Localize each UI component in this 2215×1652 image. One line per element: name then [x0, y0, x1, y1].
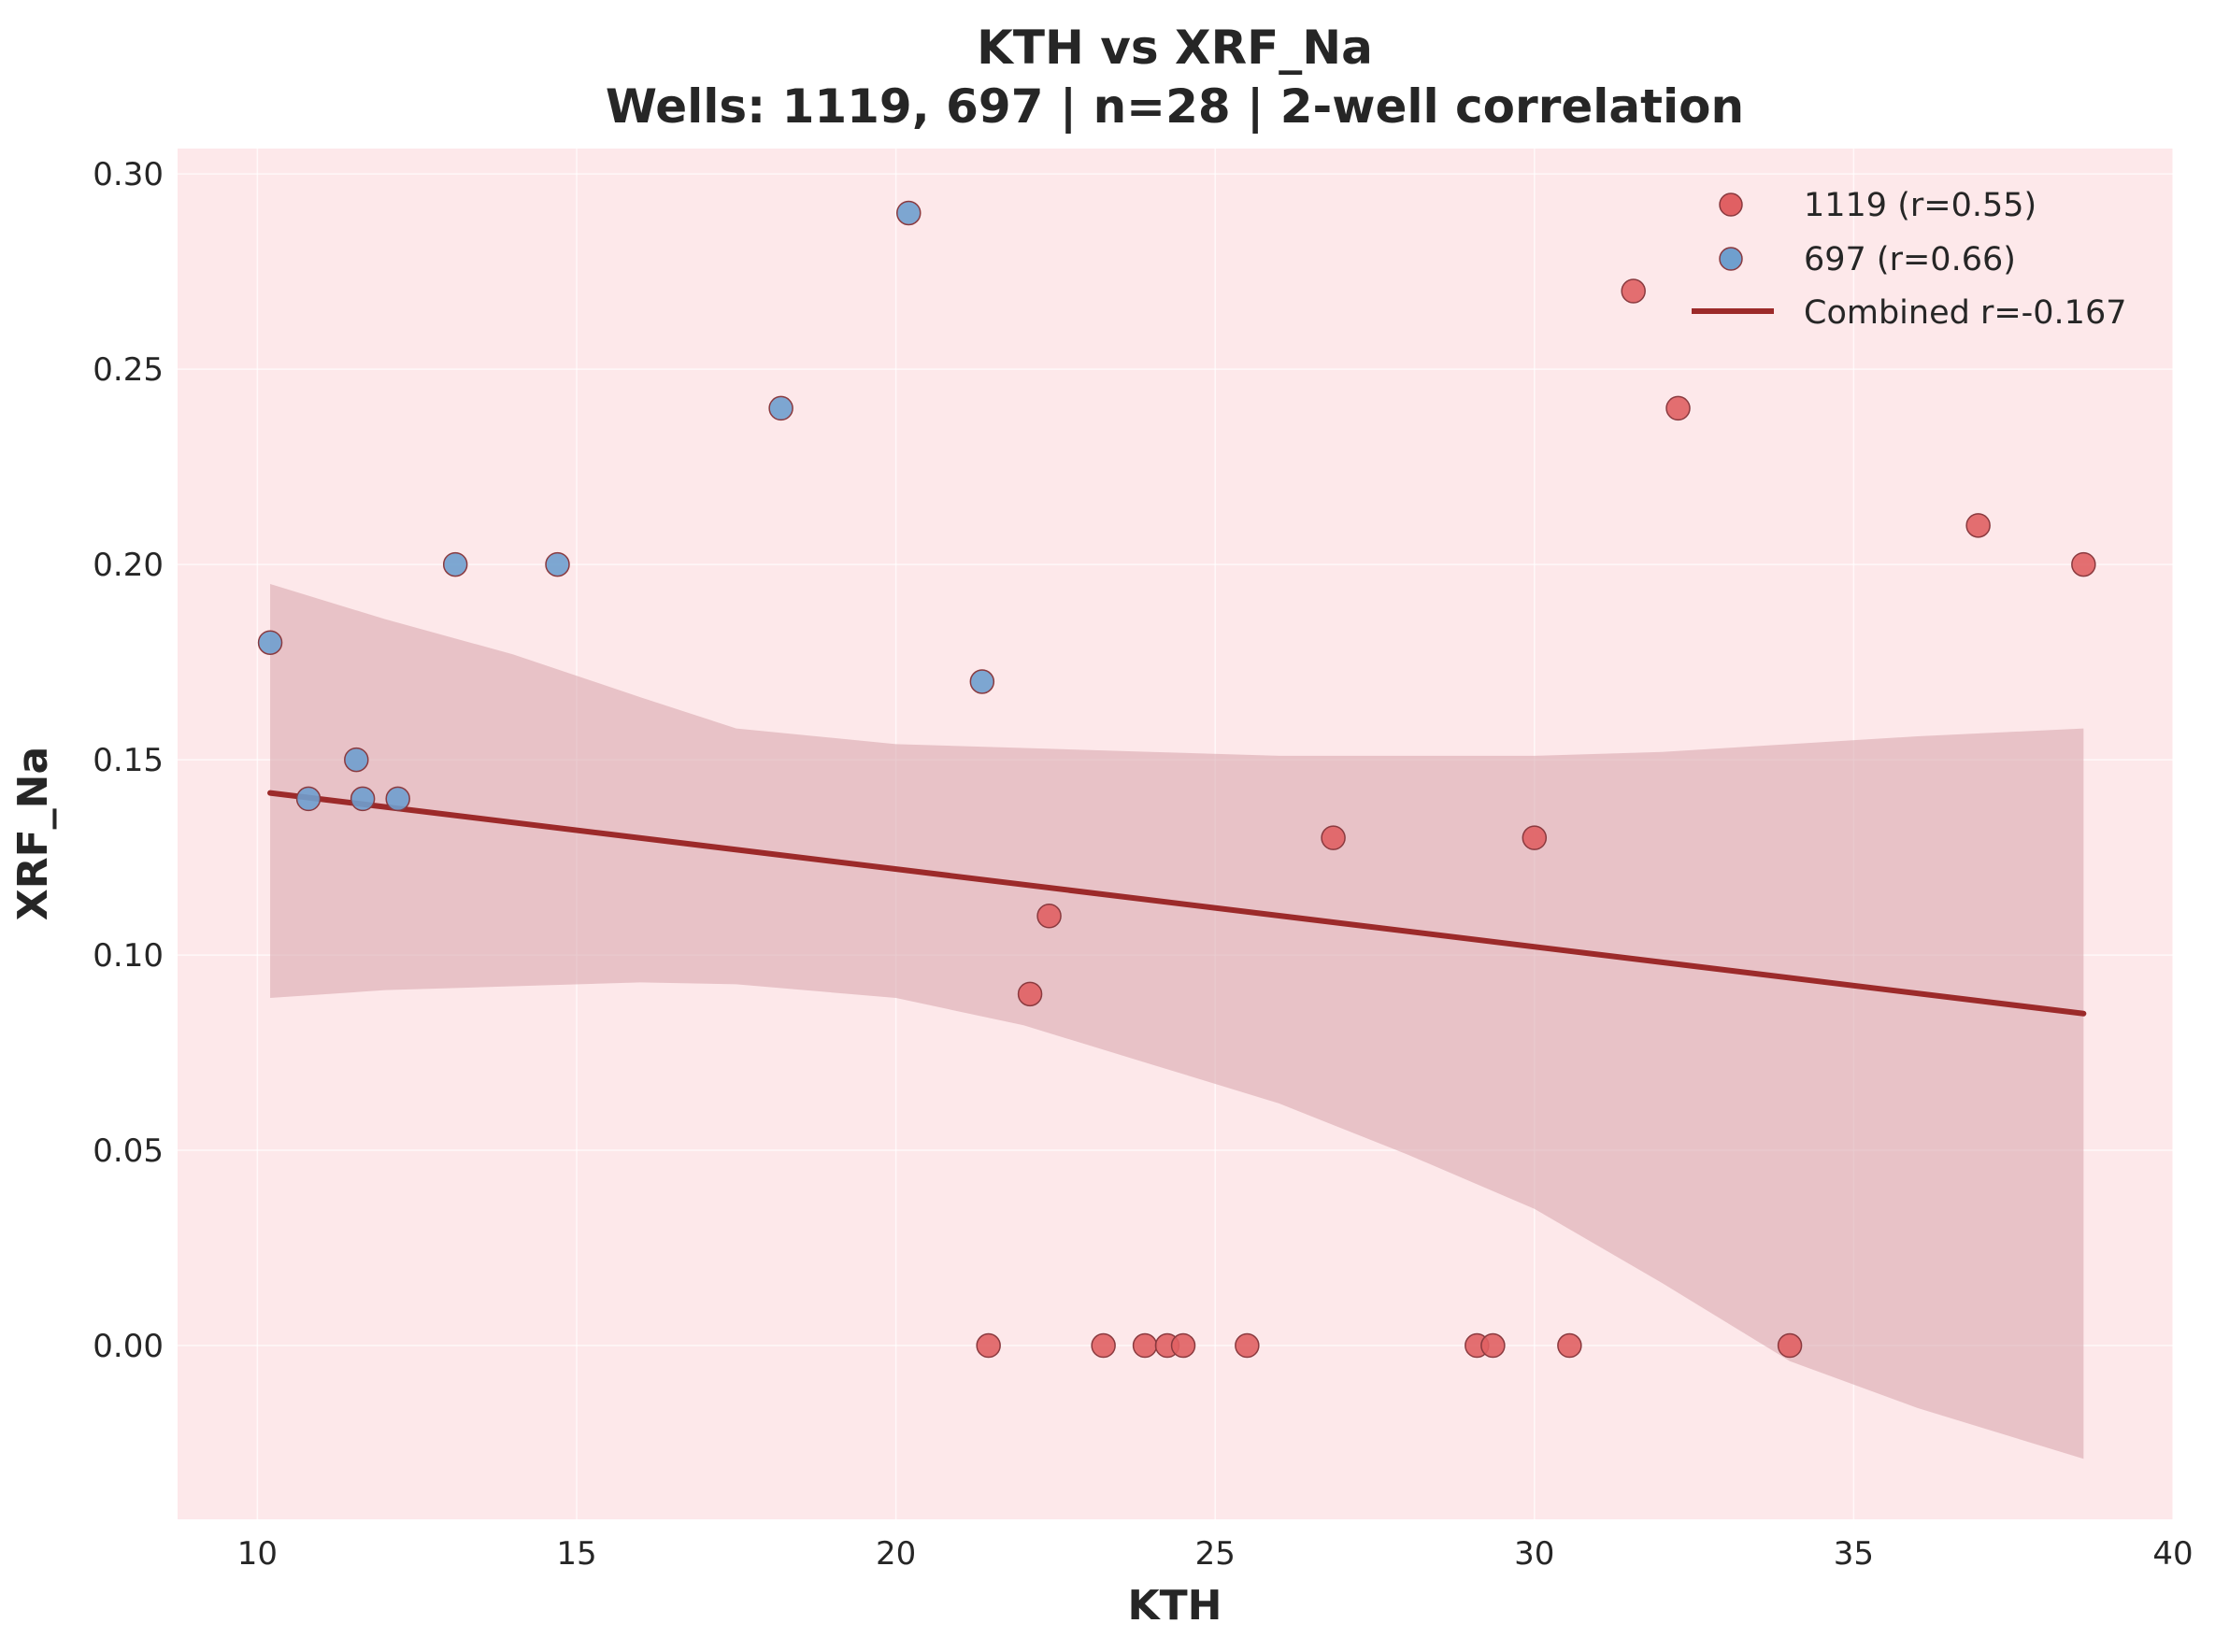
x-tick-label: 15	[556, 1535, 596, 1573]
point-697	[969, 669, 995, 694]
point-697	[350, 786, 376, 812]
points-layer	[257, 200, 2096, 1359]
y-tick-label: 0.00	[93, 1328, 164, 1365]
point-1119	[1557, 1332, 1582, 1359]
x-axis-ticks: 10 15 20 25 30 35 40	[237, 1535, 2194, 1573]
chart-title: KTH vs XRF_Na	[977, 21, 1373, 75]
point-697	[896, 200, 922, 226]
point-1119	[1965, 513, 1991, 538]
y-axis-ticks: 0.00 0.05 0.10 0.15 0.20 0.25 0.30	[93, 156, 164, 1365]
point-697	[257, 630, 283, 655]
point-697	[385, 786, 410, 812]
legend-label-1119: 1119 (r=0.55)	[1804, 187, 2036, 224]
y-tick-label: 0.15	[93, 742, 164, 779]
x-tick-label: 10	[237, 1535, 278, 1573]
x-tick-label: 20	[876, 1535, 916, 1573]
point-1119	[1170, 1332, 1196, 1359]
point-1119	[1621, 278, 1646, 304]
point-1119	[1522, 825, 1548, 850]
confidence-band	[270, 584, 2084, 1460]
legend-label-combined: Combined r=-0.167	[1804, 294, 2127, 332]
x-tick-label: 25	[1195, 1535, 1236, 1573]
point-1119	[1017, 981, 1043, 1007]
point-1119	[1665, 395, 1691, 421]
y-tick-label: 0.30	[93, 156, 164, 193]
chart-subtitle: Wells: 1119, 697 | n=28 | 2-well correla…	[606, 79, 1744, 134]
point-1119	[2071, 551, 2096, 577]
legend-marker-697	[1719, 247, 1743, 271]
y-tick-label: 0.05	[93, 1132, 164, 1170]
legend-label-697: 697 (r=0.66)	[1804, 241, 2016, 278]
x-tick-label: 40	[2152, 1535, 2193, 1573]
point-697	[442, 551, 468, 577]
point-1119	[1777, 1332, 1803, 1359]
point-697	[295, 786, 322, 812]
y-tick-label: 0.25	[93, 351, 164, 389]
confidence-band-layer	[270, 584, 2084, 1460]
point-1119	[1091, 1332, 1116, 1359]
y-tick-label: 0.10	[93, 937, 164, 975]
point-697	[344, 747, 369, 773]
point-1119	[1132, 1332, 1158, 1359]
regression-line	[267, 790, 2087, 1017]
y-axis-label: XRF_Na	[9, 747, 57, 920]
x-tick-label: 35	[1834, 1535, 1874, 1573]
point-697	[768, 395, 793, 421]
point-1119	[976, 1332, 1001, 1359]
regression-layer	[267, 790, 2087, 1017]
point-697	[545, 551, 570, 577]
y-tick-label: 0.20	[93, 547, 164, 584]
point-1119	[1321, 825, 1346, 850]
point-1119	[1036, 904, 1062, 929]
point-1119	[1235, 1332, 1260, 1359]
point-1119	[1480, 1332, 1506, 1359]
legend-marker-1119	[1719, 192, 1743, 217]
legend: 1119 (r=0.55) 697 (r=0.66) Combined r=-0…	[1692, 187, 2127, 332]
x-tick-label: 30	[1514, 1535, 1554, 1573]
x-axis-label: KTH	[1128, 1582, 1222, 1630]
